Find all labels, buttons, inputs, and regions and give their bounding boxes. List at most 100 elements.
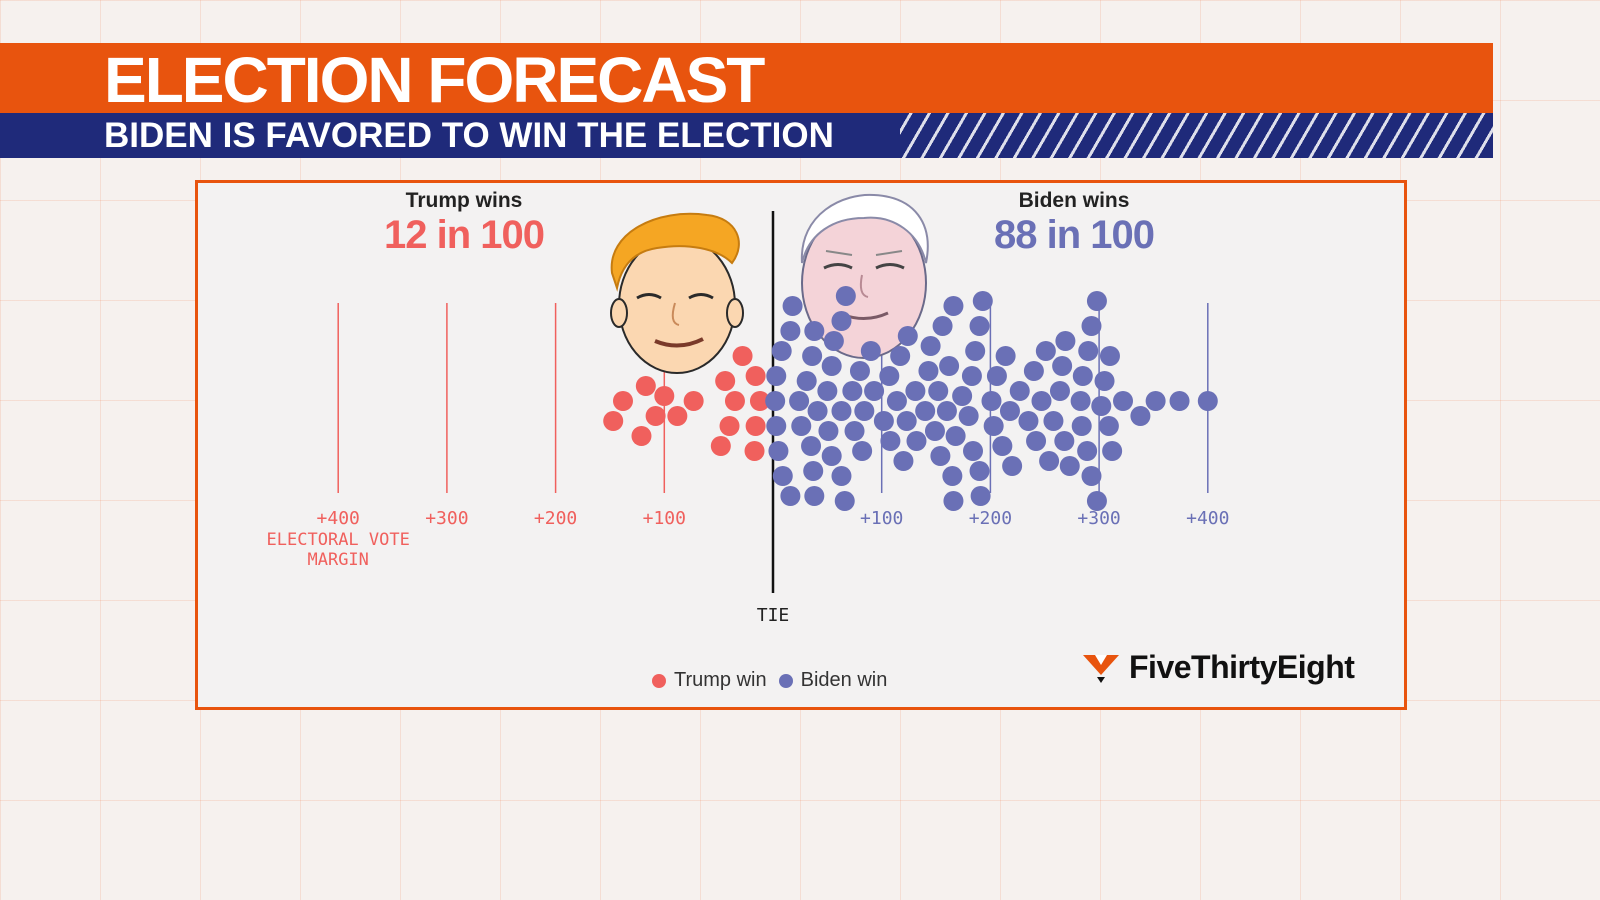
biden-win-dot: [986, 366, 1007, 386]
biden-win-dot: [963, 441, 984, 461]
biden-win-dot: [818, 421, 839, 441]
tick-label-trump: +100: [643, 508, 686, 529]
biden-win-dot: [1018, 411, 1039, 431]
biden-win-dot: [780, 321, 801, 341]
biden-win-dot: [1039, 451, 1060, 471]
trump-win-dot: [719, 416, 740, 436]
forecast-chart: +400 +300 +200 +100 +100 +200 +300 +400 TIE ELECT…: [267, 193, 1229, 626]
biden-win-dot: [1031, 391, 1052, 411]
trump-win-dot: [744, 441, 765, 461]
trump-win-dot: [635, 376, 656, 396]
page-subtitle: BIDEN IS FAVORED TO WIN THE ELECTION: [104, 116, 834, 155]
biden-win-dot: [772, 466, 793, 486]
fivethirtyeight-logo: FiveThirtyEight: [1081, 649, 1355, 686]
biden-win-dot: [821, 356, 842, 376]
legend-item-trump: Trump win: [652, 669, 767, 692]
tick-label-biden: +100: [860, 508, 903, 529]
trump-win-dot: [749, 391, 770, 411]
biden-win-dot: [906, 431, 927, 451]
biden-win-dot: [1059, 456, 1080, 476]
subtitle-bar: BIDEN IS FAVORED TO WIN THE ELECTION: [0, 113, 1493, 158]
biden-win-dot: [844, 421, 865, 441]
biden-win-dot: [939, 356, 960, 376]
legend-dot-icon: [652, 673, 666, 688]
biden-win-dot: [860, 341, 881, 361]
biden-win-dot: [897, 326, 918, 346]
biden-win-dot: [920, 336, 941, 356]
biden-win-dot: [852, 441, 873, 461]
biden-win-dot: [821, 446, 842, 466]
biden-wins-value: 88 in 100: [993, 213, 1155, 257]
biden-win-dot: [1077, 441, 1098, 461]
biden-win-dot: [879, 366, 900, 386]
chart-legend: Trump win Biden win: [652, 669, 899, 692]
biden-win-dot: [981, 391, 1002, 411]
biden-win-dot: [1099, 346, 1120, 366]
biden-win-dot: [768, 441, 789, 461]
tick-label-trump: +300: [425, 508, 468, 529]
biden-win-dot: [1094, 371, 1115, 391]
tie-label: TIE: [757, 605, 790, 626]
biden-win-dot: [915, 401, 936, 421]
chart-panel: +400 +300 +200 +100 +100 +200 +300 +400 TIE ELECT…: [195, 180, 1407, 710]
trump-wins-label: Trump wins: [405, 189, 523, 212]
biden-win-dot: [886, 391, 907, 411]
biden-win-dot: [972, 291, 993, 311]
biden-win-dot: [831, 401, 852, 421]
biden-win-dot: [780, 486, 801, 506]
tick-label-biden: +300: [1077, 508, 1120, 529]
trump-win-dot: [745, 416, 766, 436]
biden-win-dot: [1113, 391, 1134, 411]
biden-win-dot: [961, 366, 982, 386]
stripe-pattern: [900, 113, 1493, 158]
biden-win-dot: [1049, 381, 1070, 401]
biden-win-dot: [999, 401, 1020, 421]
biden-win-dot: [831, 311, 852, 331]
biden-win-dot: [801, 436, 822, 456]
biden-win-dot: [1026, 431, 1047, 451]
trump-win-dot: [710, 436, 731, 456]
trump-win-dot: [715, 371, 736, 391]
legend-label: Biden win: [800, 669, 888, 691]
biden-win-dot: [958, 406, 979, 426]
biden-win-dot: [965, 341, 986, 361]
biden-win-dot: [842, 381, 863, 401]
tick-label-trump: +400: [317, 508, 360, 529]
biden-win-dot: [1023, 361, 1044, 381]
trump-win-dot: [745, 366, 766, 386]
trump-wins-value: 12 in 100: [383, 213, 545, 257]
biden-win-dot: [1055, 331, 1076, 351]
title-bar: ELECTION FORECAST: [0, 43, 1493, 115]
biden-win-dot: [942, 466, 963, 486]
biden-win-dot: [834, 491, 855, 511]
biden-win-dot: [796, 371, 817, 391]
biden-win-dot: [1072, 366, 1093, 386]
biden-win-dot: [1197, 391, 1218, 411]
biden-win-dot: [1169, 391, 1190, 411]
biden-win-dot: [831, 466, 852, 486]
biden-win-dot: [1130, 406, 1151, 426]
x-axis-label: ELECTORAL VOTE MARGIN: [267, 530, 410, 570]
biden-win-dot: [969, 316, 990, 336]
biden-win-dot: [992, 436, 1013, 456]
biden-win-dot: [924, 421, 945, 441]
biden-win-dot: [1081, 466, 1102, 486]
tick-label-biden: +400: [1186, 508, 1229, 529]
biden-win-dot: [1078, 341, 1099, 361]
biden-win-dot: [854, 401, 875, 421]
biden-win-dot: [932, 316, 953, 336]
biden-win-dot: [952, 386, 973, 406]
biden-win-dot: [1071, 416, 1092, 436]
biden-win-dot: [1009, 381, 1030, 401]
biden-win-dot: [1043, 411, 1064, 431]
biden-win-dot: [943, 296, 964, 316]
biden-win-dot: [943, 491, 964, 511]
trump-win-dot: [612, 391, 633, 411]
biden-win-dot: [803, 461, 824, 481]
biden-win-dot: [864, 381, 885, 401]
biden-win-dot: [804, 321, 825, 341]
biden-win-dot: [804, 486, 825, 506]
logo-text: FiveThirtyEight: [1129, 649, 1355, 685]
tick-label-trump: +200: [534, 508, 577, 529]
trump-win-dot: [667, 406, 688, 426]
